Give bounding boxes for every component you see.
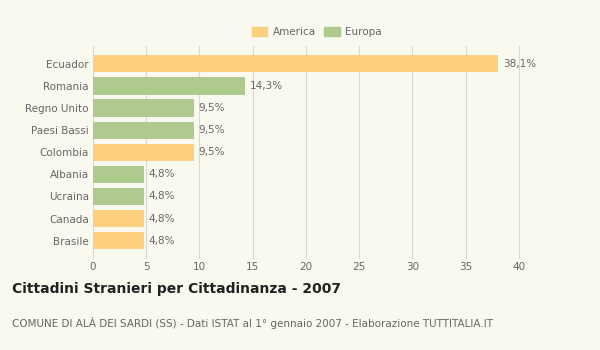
Text: 4,8%: 4,8% [148, 169, 175, 179]
Text: 4,8%: 4,8% [148, 236, 175, 246]
Bar [93, 166, 144, 183]
Text: 38,1%: 38,1% [503, 59, 536, 69]
Text: 9,5%: 9,5% [199, 147, 225, 157]
Bar [93, 77, 245, 94]
Bar [93, 99, 194, 117]
Bar [93, 55, 499, 72]
Text: Cittadini Stranieri per Cittadinanza - 2007: Cittadini Stranieri per Cittadinanza - 2… [12, 282, 341, 296]
Bar [93, 188, 144, 205]
Bar [93, 232, 144, 249]
Text: 4,8%: 4,8% [148, 191, 175, 202]
Text: 9,5%: 9,5% [199, 125, 225, 135]
Bar [93, 210, 144, 227]
Text: 14,3%: 14,3% [250, 81, 283, 91]
Text: COMUNE DI ALÀ DEI SARDI (SS) - Dati ISTAT al 1° gennaio 2007 - Elaborazione TUTT: COMUNE DI ALÀ DEI SARDI (SS) - Dati ISTA… [12, 317, 493, 329]
Bar [93, 121, 194, 139]
Text: 4,8%: 4,8% [148, 214, 175, 224]
Legend: America, Europa: America, Europa [247, 23, 386, 42]
Text: 9,5%: 9,5% [199, 103, 225, 113]
Bar [93, 144, 194, 161]
